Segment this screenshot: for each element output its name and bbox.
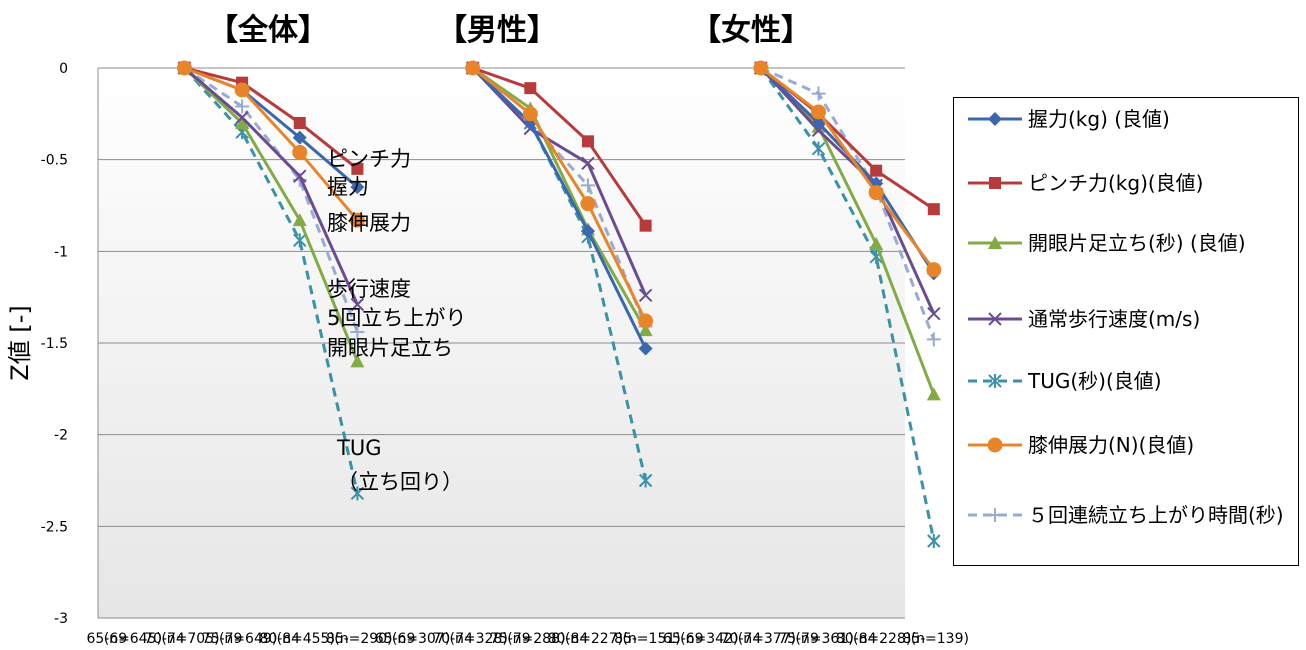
chart-annotation: 握力 <box>327 175 369 199</box>
data-point <box>870 165 882 177</box>
y-tick-label: 0 <box>59 61 68 77</box>
legend-item: 膝伸展力(N)(良値) <box>966 432 1296 458</box>
data-point <box>928 203 940 215</box>
legend-marker <box>988 438 1003 453</box>
data-point <box>235 83 250 98</box>
legend-item: 開眼片足立ち(秒) (良値) <box>966 230 1296 256</box>
legend-item: ピンチ力(kg)(良値) <box>966 170 1296 196</box>
y-tick-label: -2 <box>54 428 68 444</box>
chart-annotation: （立ち回り） <box>337 470 463 494</box>
chart-annotation: 5回立ち上がり <box>327 306 466 330</box>
y-tick-label: -3 <box>54 611 68 627</box>
data-point <box>927 387 941 400</box>
data-point <box>928 308 940 320</box>
y-tick-label: -1.5 <box>41 336 68 352</box>
data-point <box>294 117 306 129</box>
legend-marker <box>988 508 1002 522</box>
chart-annotation: 開眼片足立ち <box>327 336 453 360</box>
chart-annotation: 膝伸展力 <box>327 211 411 235</box>
legend-label: ５回連続立ち上がり時間(秒) <box>1028 502 1296 528</box>
panel-title: 【全体】 <box>208 13 328 48</box>
data-point <box>177 61 192 76</box>
data-point <box>580 196 595 211</box>
legend-swatch <box>966 370 1024 392</box>
legend-swatch <box>966 232 1024 254</box>
legend-label: 通常歩行速度(m/s) <box>1028 306 1296 332</box>
legend-label: 開眼片足立ち(秒) (良値) <box>1028 230 1296 256</box>
legend-swatch <box>966 108 1024 130</box>
legend-item: 握力(kg) (良値) <box>966 106 1296 132</box>
data-point <box>927 332 941 346</box>
y-tick-label: -2.5 <box>41 519 68 535</box>
y-axis-label: Z値 [-] <box>6 305 34 380</box>
legend-swatch <box>966 504 1024 526</box>
data-point <box>811 105 826 120</box>
chart-annotation: ピンチ力 <box>327 147 411 171</box>
legend-label: ピンチ力(kg)(良値) <box>1028 170 1296 196</box>
panel-title: 【女性】 <box>691 13 811 48</box>
legend-item: 通常歩行速度(m/s) <box>966 306 1296 332</box>
legend-label: 膝伸展力(N)(良値) <box>1028 432 1296 458</box>
legend-swatch <box>966 308 1024 330</box>
legend-label: 握力(kg) (良値) <box>1028 106 1296 132</box>
data-point <box>640 220 652 232</box>
data-point <box>869 185 884 200</box>
data-point <box>465 61 480 76</box>
legend: 握力(kg) (良値) ピンチ力(kg)(良値) 開眼片足立ち(秒) (良値) 通常歩… <box>953 97 1299 566</box>
y-tick-label: -1 <box>54 244 68 260</box>
legend-item: ５回連続立ち上がり時間(秒) <box>966 502 1296 528</box>
legend-label: TUG(秒)(良値) <box>1028 368 1296 394</box>
data-point <box>582 135 594 147</box>
legend-marker <box>989 177 1001 189</box>
legend-swatch <box>966 434 1024 456</box>
chart-annotation: TUG <box>336 436 381 460</box>
data-point <box>753 61 768 76</box>
legend-marker <box>988 112 1002 126</box>
x-count-label: (n=139) <box>911 631 969 647</box>
legend-item: TUG(秒)(良値) <box>966 368 1296 394</box>
data-point <box>926 262 941 277</box>
legend-swatch <box>966 172 1024 194</box>
data-point <box>928 534 940 548</box>
panel-title: 【男性】 <box>437 13 557 48</box>
chart-annotation: 歩行速度 <box>327 277 411 301</box>
data-point <box>524 82 536 94</box>
y-tick-label: -0.5 <box>41 153 68 169</box>
data-point <box>523 106 538 121</box>
data-point <box>292 145 307 160</box>
data-point <box>638 314 653 329</box>
